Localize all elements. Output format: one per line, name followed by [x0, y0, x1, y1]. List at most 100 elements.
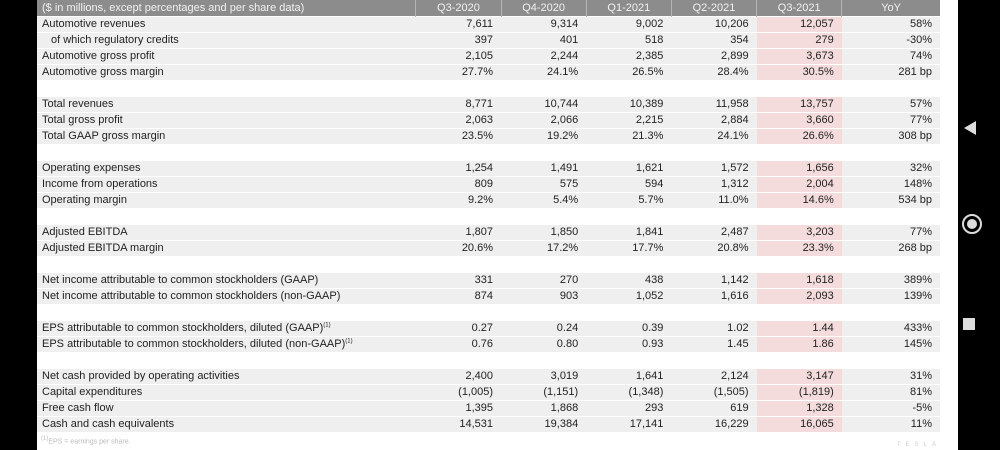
cell-text: Income from operations	[42, 178, 158, 190]
cell-text: 281 bp	[898, 66, 932, 79]
cell-text: 24.1%	[547, 66, 579, 79]
cell-text: 145%	[903, 338, 932, 351]
footnote: (1)EPS = earnings per share.	[41, 436, 131, 445]
cell-value: 5.4%	[501, 191, 587, 208]
table-row: Operating expenses 1,254 1,491 1,621 1,572 1,…	[37, 159, 940, 176]
cell-value: 2,400	[415, 367, 502, 384]
table-row: EPS attributable to common stockholders,…	[37, 335, 940, 352]
cell-text: 594	[645, 178, 664, 190]
table-row: of which regulatory credits 397 401 518 354 2…	[37, 31, 940, 48]
cell-value: 5.7%	[586, 191, 672, 208]
cell-value: 14.6%	[756, 191, 842, 208]
cell-text: 10,389	[629, 98, 664, 110]
cell-value: 0.24	[501, 319, 587, 336]
cell-value: -30%	[841, 31, 940, 48]
cell-text: 1,641	[635, 370, 664, 382]
cell-text: 2,105	[465, 50, 494, 62]
cell-value: 401	[501, 31, 587, 48]
cell-text: 1,656	[806, 162, 834, 174]
cell-value: 268 bp	[841, 239, 940, 256]
cell-value: 575	[501, 175, 587, 192]
cell-value: 14,531	[415, 415, 502, 432]
cell-text: 1,142	[721, 274, 749, 286]
cell-text: (1,348)	[628, 386, 664, 398]
cell-value: 270	[501, 271, 587, 288]
cell-value: 1,656	[756, 159, 842, 176]
cell-text: 1,328	[806, 402, 834, 414]
cell-value: 518	[586, 31, 672, 48]
table-row: Total GAAP gross margin 23.5% 19.2% 21.3% 24…	[37, 127, 940, 144]
cell-text: Free cash flow	[42, 402, 114, 414]
back-icon[interactable]	[961, 119, 979, 137]
spacer-row	[37, 208, 940, 224]
cell-text: 30.5%	[802, 66, 834, 79]
cell-value: 1,254	[415, 159, 502, 176]
cell-value: 13,757	[756, 95, 842, 112]
cell-value: 0.76	[415, 335, 502, 352]
cell-value: 11.0%	[671, 191, 757, 208]
table-row: Adjusted EBITDA margin 20.6% 17.2% 17.7% 20.…	[37, 239, 940, 256]
cell-value: 27.7%	[415, 63, 502, 80]
cell-value: 58%	[841, 15, 940, 32]
cell-value: 1,641	[586, 367, 672, 384]
table-row: Net income attributable to common stockh…	[37, 271, 940, 288]
cell-text: 14,531	[459, 418, 494, 431]
cell-text: 1,312	[721, 178, 749, 190]
cell-text: 1,850	[550, 226, 579, 238]
table-row: Operating margin 9.2% 5.4% 5.7% 11.0% 14.6% 53…	[37, 191, 940, 208]
cell-value: 2,244	[501, 47, 587, 64]
cell-value: 11,958	[671, 95, 757, 112]
spacer-row	[37, 352, 940, 368]
cell-text: 0.39	[641, 322, 664, 334]
cell-value: 16,229	[671, 415, 757, 432]
footnote-text: EPS = earnings per share.	[48, 438, 131, 446]
cell-text: 1,491	[550, 162, 579, 174]
home-icon[interactable]	[961, 213, 983, 235]
row-label: Automotive gross margin	[37, 63, 416, 80]
cell-value: 10,206	[671, 15, 757, 32]
cell-value: 1,395	[415, 399, 502, 416]
financial-summary-table: ($ in millions, except percentages and p…	[37, 0, 940, 432]
column-header: Q2-2021	[670, 0, 757, 16]
header-label: ($ in millions, except percentages and p…	[37, 0, 416, 16]
cell-text: 5.7%	[638, 194, 664, 207]
cell-value: 874	[415, 287, 502, 304]
cell-value: 81%	[841, 383, 940, 400]
cell-text: 0.80	[556, 338, 579, 351]
cell-text: 3,673	[806, 50, 834, 62]
cell-value: 24.1%	[501, 63, 587, 80]
cell-value: 1,807	[415, 223, 502, 240]
cell-value: 77%	[841, 223, 940, 240]
recents-icon[interactable]	[961, 316, 977, 332]
cell-text: 2,066	[550, 114, 579, 126]
cell-value: 31%	[841, 367, 940, 384]
column-header: Q3-2021	[756, 0, 842, 16]
cell-value: 7,611	[415, 15, 502, 32]
cell-value: 11%	[841, 415, 940, 432]
cell-text: Adjusted EBITDA margin	[42, 242, 164, 255]
footnote-ref: (1)	[323, 322, 331, 329]
cell-value: 2,093	[756, 287, 842, 304]
cell-text: 2,063	[465, 114, 494, 126]
cell-value: 26.5%	[586, 63, 672, 80]
row-label: Net income attributable to common stockh…	[37, 271, 416, 288]
cell-value: 1,572	[671, 159, 757, 176]
cell-text: 9,314	[550, 18, 579, 30]
cell-text: 10,206	[714, 18, 749, 30]
cell-value: 1,491	[501, 159, 587, 176]
cell-text: Total GAAP gross margin	[42, 130, 166, 143]
table-row: Net income attributable to common stockh…	[37, 287, 940, 304]
cell-value: 1.44	[756, 319, 842, 336]
spacer-row	[37, 144, 940, 160]
cell-text: 619	[730, 402, 749, 414]
cell-value: 1.45	[671, 335, 757, 352]
cell-text: EPS attributable to common stockholders,…	[42, 322, 324, 334]
tesla-logo: TESLA	[897, 442, 942, 448]
cell-text: Net income attributable to common stockh…	[42, 290, 341, 303]
cell-value: (1,005)	[415, 383, 502, 400]
cell-text: 397	[474, 34, 494, 46]
cell-value: 1,868	[501, 399, 587, 416]
cell-value: (1,348)	[586, 383, 672, 400]
cell-text: EPS attributable to common stockholders,…	[42, 338, 346, 351]
cell-value: 809	[415, 175, 502, 192]
